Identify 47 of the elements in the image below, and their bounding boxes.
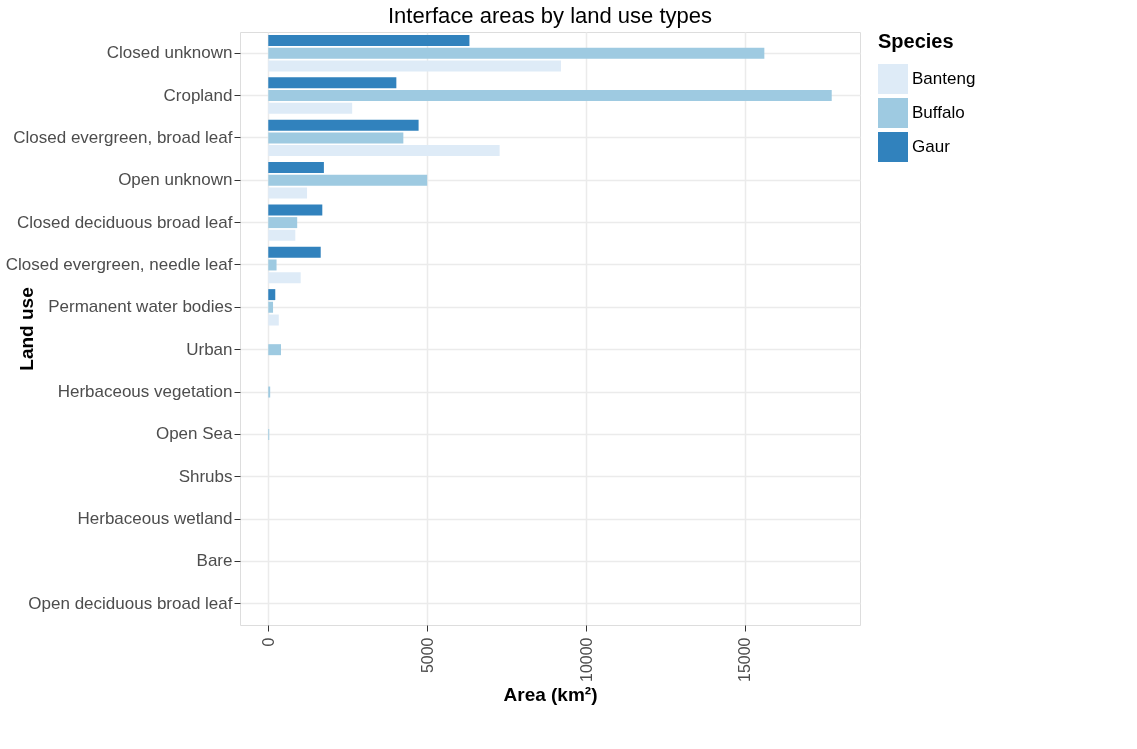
bar (268, 132, 404, 144)
bar (268, 77, 397, 89)
bar (268, 289, 276, 301)
bar (268, 187, 308, 199)
x-axis-title: Area (km²) (503, 683, 598, 705)
y-tick-label: Closed evergreen, broad leaf (13, 127, 233, 147)
bar (268, 314, 279, 326)
bar (268, 301, 274, 313)
bar (268, 217, 298, 229)
y-tick-label: Shrubs (178, 466, 233, 486)
bar (268, 34, 470, 46)
x-tick-label: 5000 (418, 637, 436, 674)
y-tick-label: Closed deciduous broad leaf (17, 212, 233, 232)
x-tick-label: 10000 (577, 637, 595, 682)
bar (268, 60, 561, 72)
y-tick-label: Open unknown (118, 170, 233, 190)
bar (268, 90, 832, 102)
bar (268, 145, 500, 157)
y-axis-title: Land use (15, 287, 37, 371)
bar (268, 272, 301, 284)
bar (268, 102, 353, 114)
legend-label: Banteng (912, 69, 976, 88)
chart-title: Interface areas by land use types (387, 3, 713, 28)
x-tick-label: 0 (259, 637, 277, 647)
bar (268, 119, 419, 131)
y-tick-label: Open deciduous broad leaf (28, 593, 233, 613)
bar (268, 259, 277, 271)
y-tick-label: Cropland (163, 85, 233, 105)
y-tick-label: Herbaceous wetland (77, 509, 233, 529)
y-tick-label: Closed evergreen, needle leaf (5, 254, 233, 274)
bar (268, 344, 281, 356)
y-tick-label: Open Sea (155, 424, 234, 444)
bar (268, 204, 323, 216)
y-tick-label: Urban (186, 339, 233, 359)
bar (268, 47, 765, 59)
bar (268, 174, 428, 186)
legend-label: Gaur (912, 137, 951, 156)
bar (268, 162, 324, 174)
y-tick-label: Bare (196, 551, 233, 571)
legend-title: Species (878, 30, 954, 52)
x-tick-label: 15000 (736, 637, 754, 682)
y-tick-label: Permanent water bodies (48, 297, 233, 317)
y-tick-label: Herbaceous vegetation (57, 382, 233, 402)
bar (268, 246, 321, 258)
legend-label: Buffalo (912, 103, 965, 122)
bar (268, 229, 296, 241)
y-tick-label: Closed unknown (106, 43, 233, 63)
